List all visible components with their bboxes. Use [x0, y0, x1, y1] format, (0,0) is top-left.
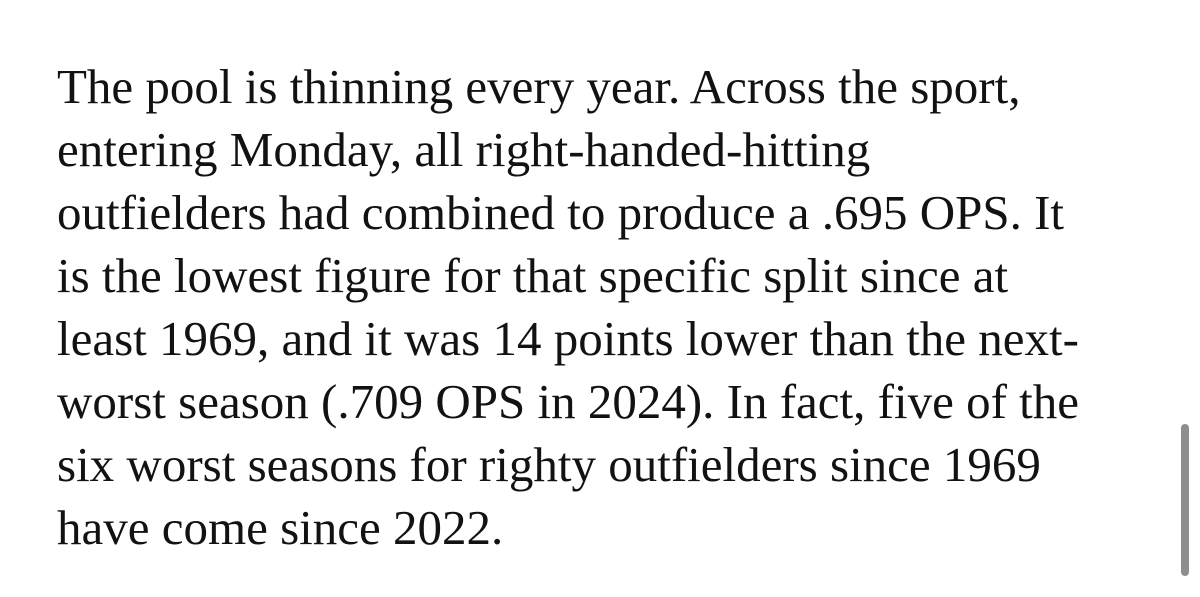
paragraph: The pool is thinning every year. Across … — [57, 55, 1079, 559]
text-line: least 1969, and it was 14 points lower t… — [57, 311, 1079, 366]
text-line: outfielders had combined to produce a .6… — [57, 185, 1065, 240]
text-line: have come since 2022. — [57, 500, 504, 555]
text-line: entering Monday, all right-handed-hittin… — [57, 122, 871, 177]
text-line: worst season (.709 OPS in 2024). In fact… — [57, 374, 1080, 429]
scrollbar[interactable] — [1181, 424, 1189, 576]
text-line: is the lowest figure for that specific s… — [57, 248, 1009, 303]
text-line: The pool is thinning every year. Across … — [57, 59, 1021, 114]
text-line: six worst seasons for righty outfielders… — [57, 437, 1041, 492]
